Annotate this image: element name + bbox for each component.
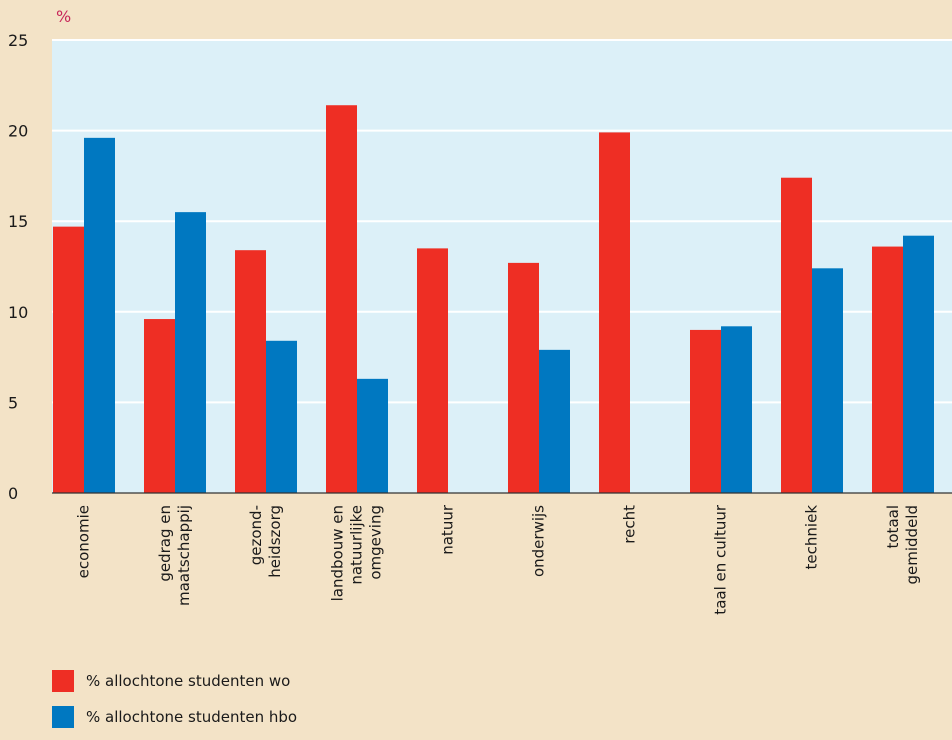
- y-tick-label: 15: [8, 212, 28, 231]
- x-category-label: taal en cultuur: [712, 504, 730, 615]
- bar-wo: [326, 105, 357, 494]
- bars: [53, 105, 934, 494]
- bar-wo: [599, 132, 630, 494]
- bar-hbo: [357, 378, 388, 493]
- bar-chart: 0 5 10 15 20 25 economie gedrag en maatschappij…: [8, 7, 952, 615]
- legend: % allochtone studenten wo % allochtone s…: [52, 668, 297, 740]
- legend-label-hbo: % allochtone studenten hbo: [86, 707, 298, 726]
- x-category-label: landbouw en natuurlijke omgeving: [329, 505, 385, 601]
- x-tick-label: gedrag en: [156, 505, 174, 582]
- bar-wo: [53, 226, 84, 494]
- bar-hbo: [812, 268, 843, 493]
- x-tick-label: maatschappij: [175, 505, 193, 606]
- x-category-label: onderwijs: [530, 505, 548, 577]
- x-category-label: gezond-heidszorg: [247, 505, 284, 578]
- x-category-label: recht: [621, 505, 639, 544]
- legend-label-wo: % allochtone studenten wo: [86, 671, 291, 690]
- legend-swatch-hbo: [52, 705, 74, 728]
- x-tick-label: taal en cultuur: [712, 504, 730, 615]
- legend-item-wo: % allochtone studenten wo: [52, 668, 297, 693]
- legend-swatch-wo: [52, 669, 74, 692]
- bar-wo: [144, 319, 175, 493]
- bar-hbo: [175, 212, 206, 493]
- bar-hbo: [721, 326, 752, 493]
- x-category-label: economie: [75, 505, 93, 578]
- y-axis-ticks: 0 5 10 15 20 25: [8, 31, 28, 503]
- legend-item-hbo: % allochtone studenten hbo: [52, 704, 297, 729]
- bar-hbo: [266, 340, 297, 493]
- x-tick-label: heidszorg: [266, 505, 284, 578]
- y-tick-label: 10: [8, 303, 28, 322]
- bar-wo: [690, 329, 721, 493]
- y-tick-label: 20: [8, 122, 28, 141]
- unit-label: %: [56, 7, 71, 26]
- bar-wo: [508, 262, 539, 493]
- x-tick-label: techniek: [803, 505, 821, 570]
- y-tick-label: 0: [8, 484, 18, 503]
- x-category-label: techniek: [803, 505, 821, 570]
- x-tick-label: onderwijs: [530, 505, 548, 577]
- x-category-label: natuur: [439, 504, 457, 555]
- bar-hbo: [84, 137, 115, 493]
- x-tick-label: recht: [621, 505, 639, 544]
- bar-wo: [781, 177, 812, 493]
- bar-hbo: [539, 349, 570, 493]
- x-category-label: totaal gemiddeld: [884, 505, 921, 585]
- x-axis-labels: economie gedrag en maatschappij gezond-heid…: [75, 504, 922, 615]
- bar-wo: [235, 250, 266, 493]
- x-tick-label: natuurlijke: [348, 505, 366, 585]
- bar-wo: [417, 248, 448, 493]
- bar-hbo: [903, 235, 934, 494]
- x-tick-label: omgeving: [367, 505, 385, 580]
- x-tick-label: landbouw en: [329, 505, 347, 601]
- x-category-label: gedrag en maatschappij: [156, 505, 193, 606]
- y-tick-label: 25: [8, 31, 28, 50]
- x-tick-label: gemiddeld: [903, 505, 921, 585]
- y-tick-label: 5: [8, 393, 18, 412]
- bar-wo: [872, 246, 903, 493]
- x-tick-label: gezond-: [247, 505, 265, 565]
- x-tick-label: natuur: [439, 504, 457, 555]
- x-tick-label: totaal: [884, 505, 902, 549]
- x-tick-label: economie: [75, 505, 93, 578]
